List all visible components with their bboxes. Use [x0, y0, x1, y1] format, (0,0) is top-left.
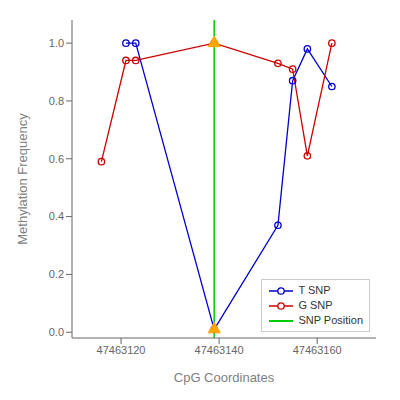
html-text:SNP Position: SNP Position: [298, 314, 363, 326]
html-text:T SNP: T SNP: [298, 284, 331, 296]
svg-text:Methylation Frequency: Methylation Frequency: [15, 113, 30, 245]
svg-text:0.8: 0.8: [49, 95, 64, 107]
svg-text:CpG Coordinates: CpG Coordinates: [174, 370, 275, 385]
svg-text:0.4: 0.4: [49, 210, 64, 222]
svg-text:47463140: 47463140: [195, 344, 244, 356]
svg-text:1.0: 1.0: [49, 37, 64, 49]
svg-text:47463120: 47463120: [97, 344, 146, 356]
svg-text:47463160: 47463160: [293, 344, 342, 356]
svg-text:0.6: 0.6: [49, 153, 64, 165]
html-text:G SNP: G SNP: [298, 299, 333, 311]
svg-text:0.2: 0.2: [49, 268, 64, 280]
svg-text:0.0: 0.0: [49, 326, 64, 338]
